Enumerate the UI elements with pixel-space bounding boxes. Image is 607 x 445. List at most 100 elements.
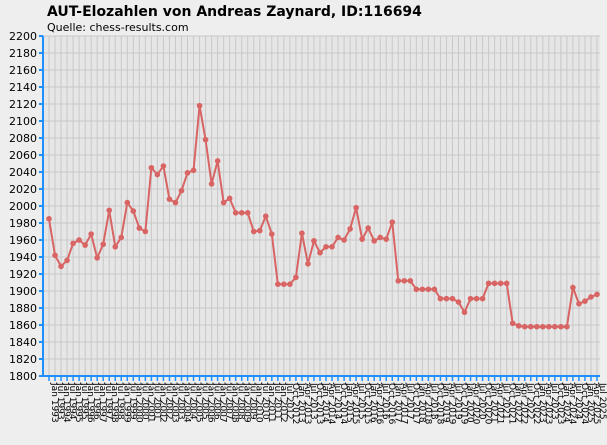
x-tick-label: Jul 1996 [91,382,101,420]
data-point [576,300,582,307]
data-point [58,263,64,270]
x-tick-label: Jul 2012 [284,382,294,420]
data-point [419,286,426,293]
data-point [124,199,131,206]
x-tick-label: Jul 2017 [404,382,414,420]
data-point [172,199,179,206]
x-tick-label: Jan 2012 [278,382,288,423]
x-tick-label: Jul 2006 [212,382,222,420]
x-tick-label: Jul 2004 [188,382,198,420]
x-tick-label: Apr 2025 [591,383,601,424]
x-tick-label: Jan 1995 [73,382,83,423]
chart-subtitle: Quelle: chess-results.com [47,21,189,34]
y-tick-label: 1800 [9,370,37,383]
data-point [142,228,149,235]
x-tick-label: Jan 2007 [218,382,228,423]
x-tick-label: Apr 2014 [326,383,336,425]
x-tick-label: Jul 2021 [501,382,511,420]
y-tick-label: 1940 [9,251,37,264]
x-tick-label: Jul 2007 [224,382,234,420]
x-tick-label: Jul 2025 [597,382,607,420]
y-tick-label: 1820 [9,353,37,366]
x-tick-label: Jul 2013 [308,382,318,420]
data-point [154,171,161,178]
data-point [335,234,341,241]
x-tick-label: Jan 2015 [344,382,354,423]
x-tick-label: Jan 2006 [206,382,216,423]
y-tick-label: 2080 [9,132,37,145]
data-point [540,323,546,330]
data-point [558,323,564,330]
data-point [461,309,468,316]
x-tick-label: Jan 2011 [266,382,276,423]
x-tick-label: Jan 2009 [242,382,252,423]
data-point [275,281,281,288]
x-tick-label: Jan 2000 [133,382,143,423]
data-point [407,278,414,284]
data-point [269,231,275,237]
x-tick-label: Apr 2020 [471,383,481,425]
data-point [431,286,438,293]
data-point [232,210,239,216]
data-point [166,196,173,202]
x-tick-label: Jul 2003 [175,382,185,420]
x-tick-label: Oct 2015 [362,383,372,424]
x-tick-label: Jan 1998 [109,382,119,423]
data-point [238,210,245,216]
data-point [479,295,486,302]
data-point [359,236,365,242]
x-tick-label: Apr 2023 [543,383,553,424]
y-tick-label: 2000 [9,200,37,213]
data-point [250,228,257,235]
x-tick-label: Jul 1995 [79,382,89,420]
data-point [118,234,125,241]
x-tick-label: Jul 2008 [236,382,246,420]
x-tick-label: Jan 1993 [49,382,59,423]
x-tick-label: Jul 2019 [452,382,462,420]
x-tick-label: Jan 2024 [561,382,571,423]
data-point [299,230,305,236]
x-tick-label: Jul 2020 [477,382,487,420]
y-tick-label: 2040 [9,166,37,179]
data-point [262,213,269,219]
x-tick-label: Jan 2001 [145,382,155,423]
x-tick-label: Jul 2010 [260,382,270,420]
data-point [377,234,384,241]
data-point [323,244,329,250]
x-tick-label: Oct 2022 [531,383,541,424]
data-point [401,278,408,284]
data-point [130,208,137,214]
x-tick-label: Jan 1994 [61,382,71,423]
x-tick-label: Apr 2016 [374,383,384,425]
data-point [94,255,100,261]
x-tick-label: Jul 2005 [200,382,210,420]
chart-title: AUT-Elozahlen von Andreas Zaynard, ID:11… [47,4,422,20]
data-point [76,237,82,243]
x-tick-label: Jul 2009 [248,382,258,420]
data-point [365,225,371,231]
data-point [46,215,52,222]
y-tick-label: 1960 [9,234,37,247]
data-point [395,278,402,284]
y-tick-label: 2020 [9,183,37,196]
data-point [546,323,552,330]
x-tick-label: Oct 2014 [338,383,348,425]
data-point [311,238,317,244]
data-point [413,286,420,293]
data-point [226,195,233,202]
data-point [341,237,347,243]
x-tick-label: Jan 2014 [320,382,330,423]
data-point [88,231,94,237]
data-point [256,227,263,234]
x-tick-label: Oct 2020 [483,383,493,425]
x-tick-label: Apr 2018 [422,383,432,425]
x-tick-label: Jan 2018 [416,382,426,423]
data-point [317,249,323,256]
x-tick-label: Oct 2016 [386,383,396,425]
data-point [552,323,558,330]
y-tick-label: 2100 [9,115,37,128]
data-point [521,323,528,330]
data-point [305,261,311,267]
data-point [353,204,359,211]
data-point [347,226,353,232]
